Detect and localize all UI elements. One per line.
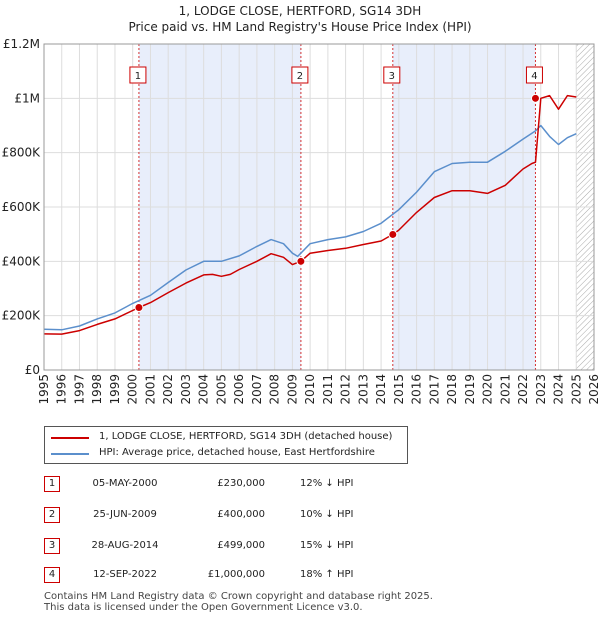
y-tick-label: £200K <box>2 309 42 323</box>
price-chart: 1 2 3 4 £0 £200K £400K £600K £800K £1M £1.2M 1995 19… <box>2 37 600 405</box>
sale-marker-badge: 1 <box>44 476 60 492</box>
chart-subtitle: Price paid vs. HM Land Registry's House … <box>128 20 472 34</box>
sale-point <box>388 229 398 239</box>
x-tick-label: 1997 <box>72 374 86 405</box>
x-tick-label: 2010 <box>303 374 317 405</box>
x-tick-label: 2025 <box>569 374 583 405</box>
sale-label-box <box>525 66 543 84</box>
x-tick-label: 2004 <box>197 374 211 405</box>
x-tick-label: 1999 <box>108 374 122 405</box>
sale-label: 2 <box>297 71 303 82</box>
sale-hpi-diff: 10% ↓ HPI <box>300 509 354 520</box>
sale-row: 4 12-SEP-2022 £1,000,000 18% ↑ HPI <box>0 567 600 585</box>
sale-marker-badge: 2 <box>44 507 60 523</box>
x-tick-label: 2000 <box>126 374 140 405</box>
x-tick-label: 2003 <box>179 374 193 405</box>
sale-hpi-diff: 15% ↓ HPI <box>300 540 354 551</box>
x-tick-label: 2001 <box>143 374 157 405</box>
x-tick-label: 2012 <box>339 374 353 405</box>
x-tick-label: 2026 <box>587 374 600 405</box>
sale-point <box>296 256 306 266</box>
x-tick-label: 2005 <box>214 374 228 405</box>
x-tick-label: 2008 <box>268 374 282 405</box>
x-tick-label: 2002 <box>161 374 175 405</box>
sale-label-box <box>129 66 147 84</box>
sale-label-box <box>383 66 401 84</box>
x-tick-label: 2015 <box>392 374 406 405</box>
sale-marker-badge: 4 <box>44 567 60 583</box>
x-tick-label: 2023 <box>534 374 548 405</box>
sale-label: 1 <box>135 71 141 82</box>
x-tick-label: 1998 <box>90 374 104 405</box>
series-line-property <box>43 94 577 335</box>
footer-licence: This data is licensed under the Open Gov… <box>44 602 363 613</box>
sale-row: 2 25-JUN-2009 £400,000 10% ↓ HPI <box>0 507 600 525</box>
x-tick-label: 2007 <box>250 374 264 405</box>
y-tick-label: £1M <box>14 91 40 105</box>
legend-swatch-property <box>51 437 89 439</box>
x-tick-label: 2021 <box>498 374 512 405</box>
sale-row: 3 28-AUG-2014 £499,000 15% ↓ HPI <box>0 538 600 556</box>
x-tick-label: 2017 <box>427 374 441 405</box>
x-tick-label: 1995 <box>37 374 51 405</box>
legend-swatch-hpi <box>51 453 89 455</box>
sale-label: 4 <box>531 71 537 82</box>
sale-label-box <box>291 66 309 84</box>
y-tick-label: £600K <box>2 200 42 214</box>
legend: 1, LODGE CLOSE, HERTFORD, SG14 3DH (deta… <box>44 426 408 464</box>
sale-point <box>134 303 144 313</box>
sale-price: £230,000 <box>217 478 265 489</box>
series-line-hpi <box>43 124 577 331</box>
footer-attribution: Contains HM Land Registry data © Crown c… <box>44 591 433 613</box>
sale-date: 05-MAY-2000 <box>92 478 158 489</box>
x-tick-label: 2013 <box>356 374 370 405</box>
sale-hpi-diff: 18% ↑ HPI <box>300 569 354 580</box>
sale-price: £400,000 <box>217 509 265 520</box>
sale-point <box>530 93 540 103</box>
x-tick-label: 2006 <box>232 374 246 405</box>
x-tick-label: 2020 <box>481 374 495 405</box>
x-tick-label: 2014 <box>374 374 388 405</box>
y-tick-label: £800K <box>2 146 42 160</box>
sale-date: 28-AUG-2014 <box>91 540 159 551</box>
sale-row: 1 05-MAY-2000 £230,000 12% ↓ HPI <box>0 476 600 494</box>
y-tick-label: £1.2M <box>3 37 40 51</box>
chart-title: 1, LODGE CLOSE, HERTFORD, SG14 3DH <box>178 4 422 18</box>
footer-copyright: Contains HM Land Registry data © Crown c… <box>44 591 433 602</box>
x-tick-label: 1996 <box>55 374 69 405</box>
x-tick-label: 2009 <box>285 374 299 405</box>
plot-frame <box>43 43 595 371</box>
legend-label-property: 1, LODGE CLOSE, HERTFORD, SG14 3DH (deta… <box>99 431 393 442</box>
sale-date: 25-JUN-2009 <box>93 509 157 520</box>
x-tick-label: 2019 <box>463 374 477 405</box>
x-tick-label: 2024 <box>552 374 566 405</box>
sale-hpi-diff: 12% ↓ HPI <box>300 478 354 489</box>
sale-date: 12-SEP-2022 <box>93 569 157 580</box>
sale-price: £499,000 <box>217 540 265 551</box>
legend-label-hpi: HPI: Average price, detached house, East… <box>99 447 375 458</box>
x-tick-label: 2022 <box>516 374 530 405</box>
sale-marker-badge: 3 <box>44 538 60 554</box>
y-tick-label: £400K <box>2 254 42 268</box>
y-tick-label: £0 <box>25 363 40 377</box>
sale-price: £1,000,000 <box>207 569 265 580</box>
x-tick-label: 2016 <box>410 374 424 405</box>
sale-label: 3 <box>389 71 395 82</box>
x-tick-label: 2018 <box>445 374 459 405</box>
x-tick-label: 2011 <box>321 374 335 405</box>
